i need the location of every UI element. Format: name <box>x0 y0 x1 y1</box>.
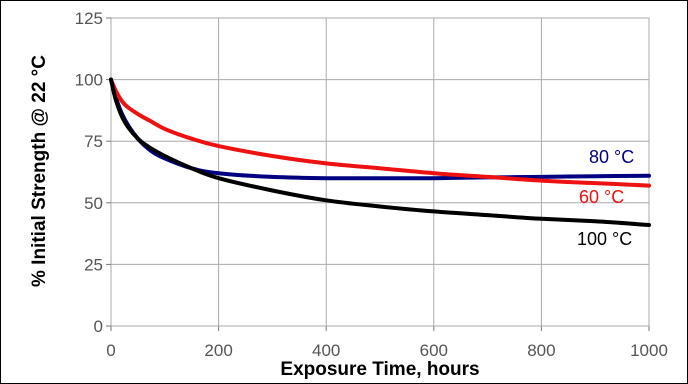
x-tick-label: 200 <box>204 341 232 360</box>
series-line-0 <box>109 77 651 181</box>
x-tick-label: 0 <box>106 341 115 360</box>
series-line-1 <box>109 77 651 188</box>
x-axis-title: Exposure Time, hours <box>280 359 479 380</box>
x-tick-label: 600 <box>420 341 448 360</box>
y-tick-label: 75 <box>84 132 103 151</box>
series-line-2 <box>109 77 651 227</box>
y-axis-title: % Initial Strength @ 22 °C <box>29 55 50 287</box>
series-label-100: 100 °C <box>577 229 632 249</box>
y-tick-label: 125 <box>75 9 103 28</box>
plot-border <box>110 17 650 327</box>
y-tick-label: 100 <box>75 71 103 90</box>
y-tick-label: 25 <box>84 255 103 274</box>
y-tick-label: 50 <box>84 194 103 213</box>
x-tick-labels: 0 200 400 600 800 1000 <box>106 341 668 360</box>
x-tick-label: 400 <box>312 341 340 360</box>
x-tick-label: 800 <box>527 341 555 360</box>
y-tick-labels: 0 25 50 75 100 125 <box>75 9 103 336</box>
series-label-80: 80 °C <box>589 147 634 167</box>
x-tick-label: 1000 <box>630 341 668 360</box>
series-lines <box>109 77 651 227</box>
series-label-60: 60 °C <box>579 187 624 207</box>
y-tick-label: 0 <box>94 317 103 336</box>
grid <box>106 17 650 331</box>
